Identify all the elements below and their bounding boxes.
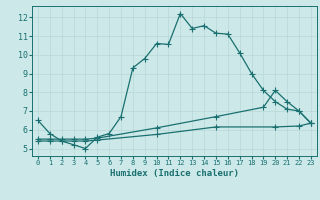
X-axis label: Humidex (Indice chaleur): Humidex (Indice chaleur)	[110, 169, 239, 178]
